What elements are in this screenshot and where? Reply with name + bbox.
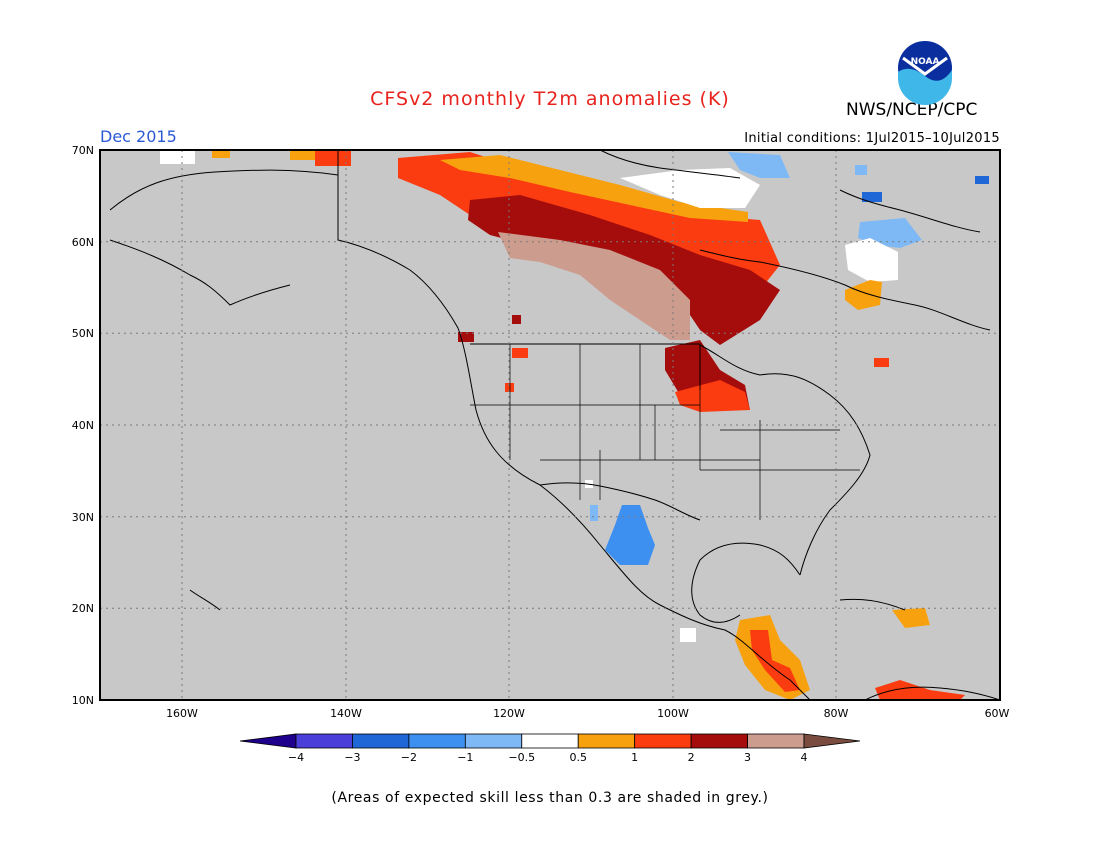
legend-swatch [464,733,523,749]
lon-label: 140W [330,707,362,720]
legend-tick-label: 3 [744,751,751,764]
noaa-logo: NOAA [896,39,954,105]
coastlines [109,150,1000,700]
anomaly-region-3-to-4 [498,232,690,340]
anomaly-region-great-lakes [675,380,750,412]
lon-label: 160W [166,707,198,720]
map-title: CFSv2 monthly T2m anomalies (K) [370,88,730,110]
legend-tick-label: 0.5 [569,751,587,764]
lat-label: 70N [72,144,94,157]
anomaly-region-labrador-orange [845,280,882,310]
lat-label: 30N [72,511,94,524]
anomaly-region-hudson-white [620,168,760,208]
legend-tick-label: 2 [688,751,695,764]
skill-footnote: (Areas of expected skill less than 0.3 a… [331,790,769,806]
longitude-labels: 160W 140W 120W 100W 80W 60W [166,707,1009,720]
lat-label: 20N [72,602,94,615]
legend-tick-label: −3 [344,751,360,764]
legend-arrow-high [803,733,861,749]
legend-swatch [634,733,692,749]
agency-label: NWS/NCEP/CPC [846,100,978,120]
legend-swatch [352,733,410,749]
legend-arrow-low [239,733,297,749]
lat-label: 50N [72,327,94,340]
legend-tick-label: 4 [801,751,808,764]
map-frame [99,149,1001,701]
anomaly-region-labrador-white [845,238,898,282]
lat-label: 40N [72,419,94,432]
latitude-labels: 70N 60N 50N 40N 30N 20N 10N [72,144,94,707]
anomaly-region-orange [440,155,748,222]
legend-tick-label: −2 [401,751,417,764]
legend-tick-label: −4 [288,751,304,764]
legend-tick-label: −0.5 [508,751,535,764]
forecast-period: Dec 2015 [100,127,177,146]
legend-tick-label: −1 [457,751,473,764]
lon-label: 100W [657,707,689,720]
anomaly-shading [160,150,989,700]
state-borders [470,344,860,520]
lat-label: 60N [72,236,94,249]
legend-swatch [295,733,353,749]
legend-swatch [747,733,805,749]
lon-label: 80W [824,707,849,720]
legend-tick-label: 1 [631,751,638,764]
lon-label: 60W [985,707,1010,720]
lon-label: 120W [493,707,525,720]
initial-conditions: Initial conditions: 1Jul2015–10Jul2015 [744,131,1000,146]
anomaly-region-baffin-blue [728,152,790,178]
legend-swatch [408,733,466,749]
lat-label: 10N [72,694,94,707]
graticule [100,150,1000,700]
legend-swatch [577,733,636,749]
noaa-logo-text: NOAA [911,57,940,67]
legend-swatch [690,733,748,749]
color-legend: −4 −3 −2 −1 −0.5 0.5 1 2 3 4 [239,733,861,764]
legend-swatch [521,733,579,749]
anomaly-region-mexico-blue [605,505,655,565]
